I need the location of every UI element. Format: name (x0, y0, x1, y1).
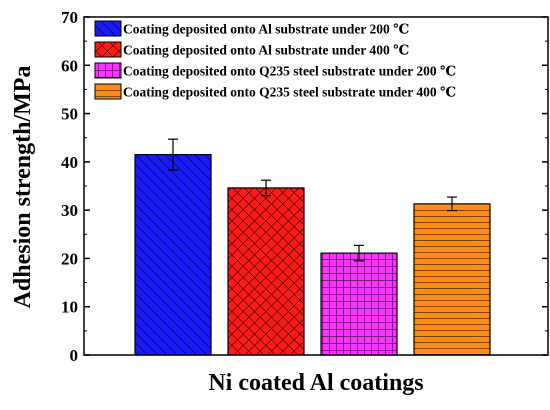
x-axis-title: Ni coated Al coatings (208, 370, 423, 396)
y-tick-label: 0 (70, 346, 79, 365)
y-tick-label: 10 (61, 298, 78, 317)
y-tick-label: 60 (61, 56, 78, 75)
y-tick-label: 40 (61, 153, 78, 172)
legend-label-4: Coating deposited onto Q235 steel substr… (123, 85, 456, 100)
legend-swatch-3 (94, 62, 122, 79)
legend: Coating deposited onto Al substrate unde… (94, 20, 456, 100)
bar-4 (413, 203, 491, 356)
legend-swatch-2 (94, 41, 122, 58)
y-tick-label: 70 (61, 8, 78, 27)
y-tick-label: 50 (61, 105, 78, 124)
y-tick-label: 30 (61, 201, 78, 220)
bars-group (134, 154, 491, 356)
bar-1 (134, 154, 212, 356)
legend-label-1: Coating deposited onto Al substrate unde… (123, 22, 409, 37)
legend-swatch-4 (94, 83, 122, 100)
legend-label-2: Coating deposited onto Al substrate unde… (123, 43, 409, 58)
legend-label-3: Coating deposited onto Q235 steel substr… (123, 64, 456, 79)
bar-2 (227, 187, 305, 356)
error-bars-group (168, 138, 457, 262)
y-axis-title: Adhesion strength/MPa (10, 66, 36, 309)
y-tick-label: 20 (61, 249, 78, 268)
bar-3 (320, 252, 398, 356)
plot-frame (83, 16, 549, 356)
legend-swatch-1 (94, 20, 122, 37)
